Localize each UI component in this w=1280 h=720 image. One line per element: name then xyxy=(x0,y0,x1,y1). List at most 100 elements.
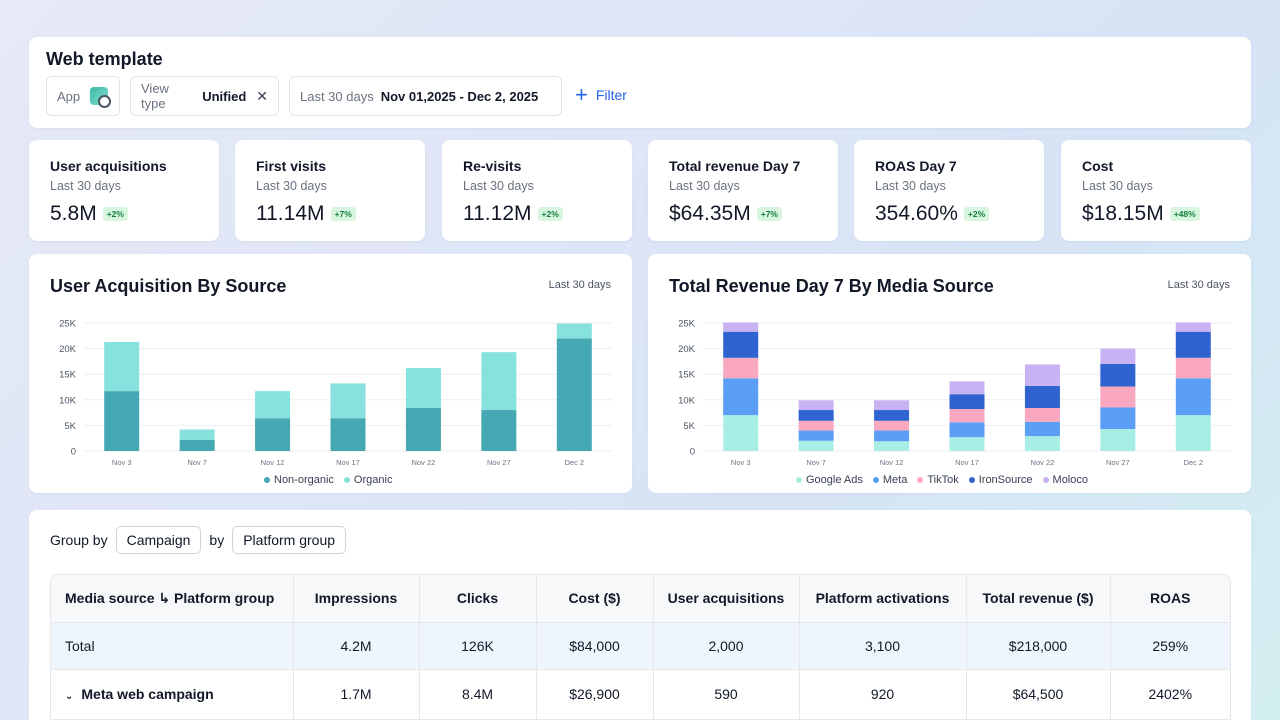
column-header[interactable]: Impressions xyxy=(293,575,420,623)
column-header[interactable]: Media source ↳ Platform group xyxy=(51,575,294,623)
bar-segment-organic[interactable] xyxy=(104,341,140,392)
date-range-chip[interactable]: Last 30 days Nov 01,2025 - Dec 2, 2025 xyxy=(289,76,562,116)
y-tick-label: 25K xyxy=(678,319,696,330)
bar-segment-organic[interactable] xyxy=(330,383,366,419)
bar-segment-tiktok[interactable] xyxy=(723,357,759,379)
column-header[interactable]: Cost ($) xyxy=(536,575,654,623)
bar-segment-non-organic[interactable] xyxy=(405,407,441,451)
kpi-card-first-visits: First visits Last 30 days 11.14M +7% xyxy=(235,140,425,241)
bar-segment-moloco[interactable] xyxy=(949,381,985,395)
bar-segment-ironsource[interactable] xyxy=(874,410,910,421)
x-tick-label: Nov 7 xyxy=(187,458,207,467)
revenue-by-media-chart: 0 5K 10K 15K 20K 25K Nov 3 Nov 7 Nov 12 Nov 17 Nov… xyxy=(678,319,1231,467)
filter-button[interactable]: + Filter xyxy=(575,84,627,106)
bar-segment-meta[interactable] xyxy=(949,422,985,438)
close-icon[interactable]: ✕ xyxy=(256,87,268,104)
bar-segment-organic[interactable] xyxy=(255,391,291,419)
bar-segment-moloco[interactable] xyxy=(874,400,910,411)
bar-segment-google-ads[interactable] xyxy=(874,441,910,451)
bar-segment-google-ads[interactable] xyxy=(1024,436,1060,451)
kpi-change-badge: +7% xyxy=(756,207,782,221)
bar-segment-non-organic[interactable] xyxy=(481,410,517,451)
bar-segment-organic[interactable] xyxy=(556,323,592,339)
legend-item-meta[interactable]: Meta xyxy=(872,474,907,486)
bar-segment-non-organic[interactable] xyxy=(255,418,291,451)
x-tick-label: Nov 27 xyxy=(1106,458,1130,467)
legend-item-non-organic[interactable]: Non-organic xyxy=(264,474,334,486)
bar-segment-ironsource[interactable] xyxy=(723,331,759,358)
bar-segment-google-ads[interactable] xyxy=(949,437,985,451)
bar-segment-tiktok[interactable] xyxy=(1100,386,1136,408)
bar-segment-google-ads[interactable] xyxy=(798,440,834,451)
column-header[interactable]: Platform activations xyxy=(799,575,967,623)
bar-segment-organic[interactable] xyxy=(481,352,517,411)
column-header[interactable]: ROAS xyxy=(1110,575,1230,623)
table-cell: 920 xyxy=(799,669,967,720)
view-type-chip[interactable]: View type Unified ✕ xyxy=(130,76,279,116)
bar-segment-ironsource[interactable] xyxy=(1024,385,1060,408)
bar-segment-ironsource[interactable] xyxy=(1100,363,1136,387)
bar-segment-meta[interactable] xyxy=(1100,407,1136,429)
bar-segment-non-organic[interactable] xyxy=(179,439,215,451)
kpi-subtitle: Last 30 days xyxy=(875,179,946,193)
app-filter-chip[interactable]: App xyxy=(46,76,120,116)
bar-segment-moloco[interactable] xyxy=(798,400,834,411)
bar-segment-google-ads[interactable] xyxy=(1100,428,1136,451)
bar-segment-google-ads[interactable] xyxy=(1175,415,1211,451)
group-by-label: Group by xyxy=(50,532,108,548)
legend-item-google-ads[interactable]: Google Ads xyxy=(796,474,863,486)
bar-segment-ironsource[interactable] xyxy=(1175,331,1211,358)
y-tick-label: 5K xyxy=(64,421,76,432)
bar-segment-non-organic[interactable] xyxy=(330,418,366,451)
bar-segment-meta[interactable] xyxy=(798,430,834,441)
kpi-subtitle: Last 30 days xyxy=(463,179,534,193)
bar-segment-meta[interactable] xyxy=(1024,421,1060,437)
bar-segment-moloco[interactable] xyxy=(1100,348,1136,364)
bar-segment-non-organic[interactable] xyxy=(104,391,140,451)
bar-segment-tiktok[interactable] xyxy=(949,409,985,423)
bar-segment-tiktok[interactable] xyxy=(798,420,834,431)
table-cell: 126K xyxy=(419,622,537,670)
legend-item-tiktok[interactable]: TikTok xyxy=(917,474,959,486)
column-header[interactable]: Total revenue ($) xyxy=(966,575,1111,623)
bar-segment-moloco[interactable] xyxy=(1024,364,1060,386)
bar-segment-organic[interactable] xyxy=(179,429,215,440)
y-tick-label: 25K xyxy=(59,319,77,330)
kpi-card-re-visits: Re-visits Last 30 days 11.12M +2% xyxy=(442,140,632,241)
legend-item-moloco[interactable]: Moloco xyxy=(1042,474,1088,486)
bar-segment-meta[interactable] xyxy=(874,430,910,442)
table-cell-group[interactable]: ⌄ Meta web campaign xyxy=(51,669,294,720)
bar-segment-tiktok[interactable] xyxy=(1175,357,1211,379)
app-label: App xyxy=(57,88,81,104)
bar-segment-ironsource[interactable] xyxy=(949,394,985,410)
bar-segment-ironsource[interactable] xyxy=(798,410,834,421)
column-header[interactable]: Clicks xyxy=(419,575,537,623)
chart-range-label: Last 30 days xyxy=(1167,279,1230,291)
legend-item-organic[interactable]: Organic xyxy=(343,474,392,486)
bar-segment-non-organic[interactable] xyxy=(556,338,592,451)
legend-item-ironsource[interactable]: IronSource xyxy=(968,474,1033,486)
bar-segment-moloco[interactable] xyxy=(723,322,759,332)
bar-segment-meta[interactable] xyxy=(1175,378,1211,416)
table-cell: Total xyxy=(51,622,294,670)
bar-segment-tiktok[interactable] xyxy=(874,420,910,431)
chevron-down-icon[interactable]: ⌄ xyxy=(65,691,74,702)
user-acquisition-legend: Non-organic Organic xyxy=(264,474,392,486)
kpi-change-badge: +7% xyxy=(330,207,356,221)
y-tick-label: 15K xyxy=(59,370,77,381)
app-icon xyxy=(90,87,112,108)
user-acquisition-chart-card: User Acquisition By Source Last 30 days … xyxy=(29,254,632,493)
group-by-campaign-button[interactable]: Campaign xyxy=(115,526,202,554)
bar-segment-google-ads[interactable] xyxy=(723,415,759,451)
column-header[interactable]: User acquisitions xyxy=(653,575,800,623)
date-range-value: Nov 01,2025 - Dec 2, 2025 xyxy=(380,88,539,104)
table-header-row: Media source ↳ Platform group Impression… xyxy=(51,575,1230,623)
group-by-platform-button[interactable]: Platform group xyxy=(232,526,347,554)
table-row[interactable]: ⌄ Meta web campaign 1.7M 8.4M $26,900 590… xyxy=(51,669,1230,720)
bar-segment-tiktok[interactable] xyxy=(1024,407,1060,422)
bar-segment-meta[interactable] xyxy=(723,378,759,416)
legend-dot xyxy=(264,477,270,483)
bar-segment-moloco[interactable] xyxy=(1175,322,1211,332)
x-tick-label: Nov 7 xyxy=(806,458,826,467)
bar-segment-organic[interactable] xyxy=(405,368,441,408)
